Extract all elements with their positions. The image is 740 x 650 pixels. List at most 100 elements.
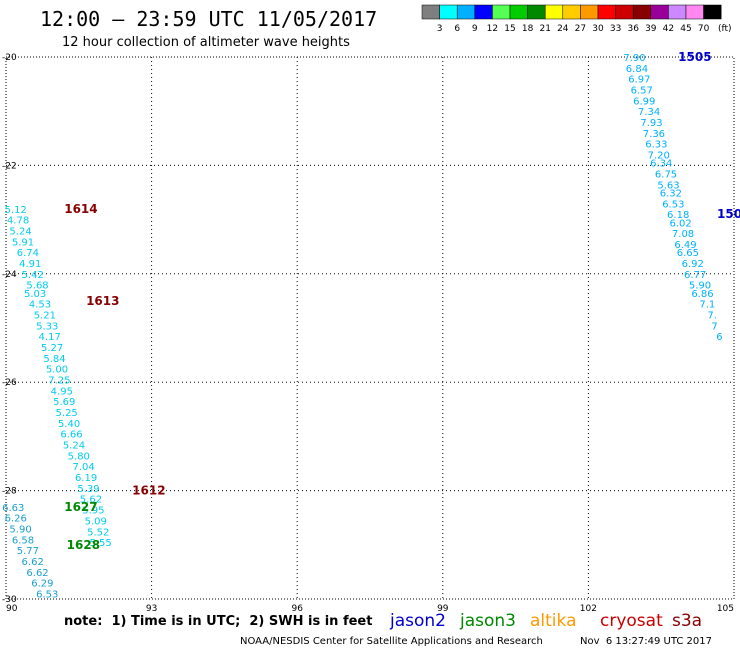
wave-height-value: 5.24 <box>63 441 85 452</box>
wave-height-value: 5.00 <box>46 365 68 376</box>
wave-height-value: 5.25 <box>56 408 78 419</box>
wave-height-value: 5.27 <box>41 343 63 354</box>
wave-height-value: 5.62 <box>80 495 102 506</box>
x-tick-label: 90 <box>6 604 18 614</box>
wave-height-value: 6.62 <box>26 568 48 579</box>
wave-height-value: 6.57 <box>631 86 653 97</box>
wave-height-value: 7.08 <box>672 229 694 240</box>
track-label: 1505 <box>678 50 711 64</box>
x-tick-label: 102 <box>580 604 597 614</box>
wave-height-value: 7.20 <box>648 151 670 162</box>
wave-height-value: 5.90 <box>689 281 711 292</box>
track-labels: 1505 150 1614 1613 1612 1627 1628 <box>64 50 740 552</box>
y-axis-ticks: -20 -22 -24 -26 -28 -30 <box>2 53 17 605</box>
wave-height-value: 4.53 <box>29 300 51 311</box>
wave-height-value: 5.03 <box>24 289 46 300</box>
track-label: 150 <box>717 207 740 221</box>
legend-tick-label: 42 <box>663 24 674 34</box>
y-tick-label: -26 <box>2 378 17 388</box>
wave-height-value: 6.49 <box>674 240 696 251</box>
wave-height-value: 5.24 <box>9 226 31 237</box>
legend-tick-label: 30 <box>592 24 604 34</box>
wave-height-value: 6.26 <box>5 514 27 525</box>
legend-swatch <box>439 4 458 20</box>
wave-height-value: 6.19 <box>75 473 97 484</box>
satellite-legend-item: s3a <box>672 611 702 631</box>
wave-height-value: 6.97 <box>628 75 650 86</box>
plot-area-frame <box>5 56 735 600</box>
legend-swatch <box>562 4 581 20</box>
wave-height-value: 6.62 <box>22 557 44 568</box>
legend-tick-label: 3 <box>437 24 443 34</box>
wave-height-value: 6.32 <box>660 189 682 200</box>
color-scale-legend: 3 6 9 12 15 18 21 24 27 30 33 36 39 42 45 70 <box>421 4 722 34</box>
wave-height-value: 7.1 <box>699 300 715 311</box>
wave-height-value: 5.21 <box>34 310 56 321</box>
wave-height-value: 5.77 <box>17 546 39 557</box>
legend-swatch <box>632 4 652 20</box>
legend-swatch <box>421 4 440 20</box>
footer-credit: NOAA/NESDIS Center for Satellite Applica… <box>240 636 543 647</box>
wave-height-value: 5.33 <box>36 321 58 332</box>
satellite-legend-item: jason3 <box>459 611 516 631</box>
legend-swatch <box>509 4 528 20</box>
legend-swatch <box>650 4 669 20</box>
wave-height-value: 5.95 <box>82 506 104 517</box>
wave-height-value: 5.40 <box>58 419 80 430</box>
wave-height-value: 4.95 <box>51 386 73 397</box>
wave-height-value: 6.33 <box>645 140 667 151</box>
satellite-legend: jason2 jason3 altika cryosat s3a <box>389 611 702 631</box>
wave-height-value: 5.91 <box>12 237 34 248</box>
wave-height-value: 7.04 <box>73 462 95 473</box>
wave-height-value: 5.80 <box>68 451 90 462</box>
wave-height-value: 6 <box>716 332 722 343</box>
wave-height-value: 5.69 <box>53 397 75 408</box>
legend-tick-label: 27 <box>575 24 586 34</box>
wave-height-value: 5.42 <box>22 270 44 281</box>
y-tick-label: -22 <box>2 161 17 171</box>
legend-tick-label: 18 <box>522 24 534 34</box>
legend-swatch <box>474 4 493 20</box>
wave-height-value: 6.63 <box>2 503 24 514</box>
legend-swatch <box>456 4 476 20</box>
x-tick-label: 96 <box>291 604 303 614</box>
wave-height-value: 5.12 <box>5 205 27 216</box>
wave-height-value: 7.90 <box>623 53 645 64</box>
wave-height-value: 5.63 <box>657 180 679 191</box>
legend-swatch <box>527 4 546 20</box>
legend-tick-label: 24 <box>557 24 569 34</box>
wave-height-value: 6.53 <box>662 199 684 210</box>
x-tick-label: 99 <box>437 604 449 614</box>
wave-height-value: 7.36 <box>643 129 665 140</box>
legend-tick-label: 9 <box>472 24 478 34</box>
footer-timestamp: Nov 6 13:27:49 UTC 2017 <box>580 636 712 647</box>
wave-height-value: 6.77 <box>684 270 706 281</box>
legend-tick-label: 15 <box>504 24 515 34</box>
wave-height-value: 7 <box>711 321 717 332</box>
chart-title: 12:00 – 23:59 UTC 11/05/2017 <box>40 7 377 31</box>
legend-swatch <box>492 4 511 20</box>
wave-height-value: 6.53 <box>36 590 58 601</box>
y-tick-label: -28 <box>2 487 17 497</box>
legend-tick-label: 45 <box>680 24 691 34</box>
legend-swatch <box>615 4 634 20</box>
satellite-legend-item: altika <box>530 611 577 631</box>
wave-height-value: 7.25 <box>48 375 70 386</box>
legend-unit: (ft) <box>718 24 732 34</box>
wave-height-value: 5.90 <box>9 525 31 536</box>
x-tick-label: 105 <box>717 604 734 614</box>
satellite-legend-item: cryosat <box>600 611 663 631</box>
wave-height-value: 6.02 <box>669 218 691 229</box>
wave-height-value: 7.93 <box>640 118 662 129</box>
x-tick-label: 93 <box>146 604 157 614</box>
wave-height-value: 5.68 <box>26 281 48 292</box>
wave-height-value: 6.58 <box>12 535 34 546</box>
wave-height-value: 5.09 <box>85 516 107 527</box>
track-label: 1613 <box>86 294 119 308</box>
legend-tick-label: 70 <box>698 24 710 34</box>
wave-height-value: 4.17 <box>39 332 61 343</box>
footer-note: note: 1) Time is in UTC; 2) SWH is in fe… <box>64 614 372 629</box>
wave-height-value: 6.92 <box>682 259 704 270</box>
legend-tick-label: 6 <box>454 24 460 34</box>
